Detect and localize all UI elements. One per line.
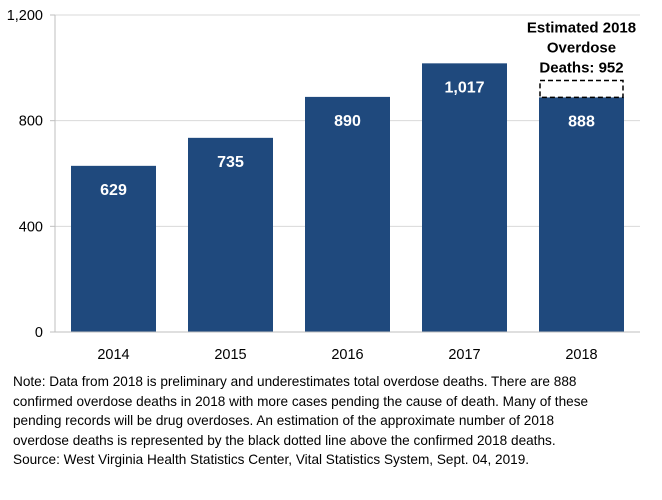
data-label: 1,017 xyxy=(444,79,484,96)
y-tick-label: 400 xyxy=(19,219,43,235)
estimate-annotation: Overdose xyxy=(547,40,616,57)
note-line: pending records will be drug overdoses. … xyxy=(13,413,555,428)
x-tick-label: 2015 xyxy=(214,347,246,363)
note-line: confirmed overdose deaths in 2018 with m… xyxy=(13,393,589,409)
data-label: 890 xyxy=(334,113,361,130)
estimate-annotation: Estimated 2018 xyxy=(527,20,636,37)
estimate-annotation: Deaths: 952 xyxy=(539,60,623,77)
note-line: Source: West Virginia Health Statistics … xyxy=(13,452,530,467)
x-tick-label: 2014 xyxy=(97,347,129,363)
data-label: 629 xyxy=(100,182,127,199)
note-line: overdose deaths is represented by the bl… xyxy=(13,432,556,448)
bar-2017 xyxy=(422,63,507,332)
bar-2016 xyxy=(305,96,390,333)
y-tick-label: 1,200 xyxy=(7,8,43,24)
x-tick-label: 2016 xyxy=(331,347,363,363)
bar-2014 xyxy=(71,165,156,332)
x-tick-label: 2018 xyxy=(565,347,597,363)
x-tick-label: 2017 xyxy=(448,347,480,363)
y-tick-label: 800 xyxy=(19,114,43,130)
estimate-dashed-box xyxy=(539,79,624,99)
data-label: 735 xyxy=(217,154,244,171)
chart-note: Note: Data from 2018 is preliminary and … xyxy=(13,372,653,470)
bar-2018 xyxy=(539,97,624,332)
y-tick-label: 0 xyxy=(35,325,43,341)
bar-chart: 0 400 800 1,200 629 2014 735 2015 890 2016 1,017 20… xyxy=(7,8,640,363)
note-line: Note: Data from 2018 is preliminary and … xyxy=(13,374,577,389)
bar-2015 xyxy=(188,137,273,332)
data-label: 888 xyxy=(568,113,595,130)
